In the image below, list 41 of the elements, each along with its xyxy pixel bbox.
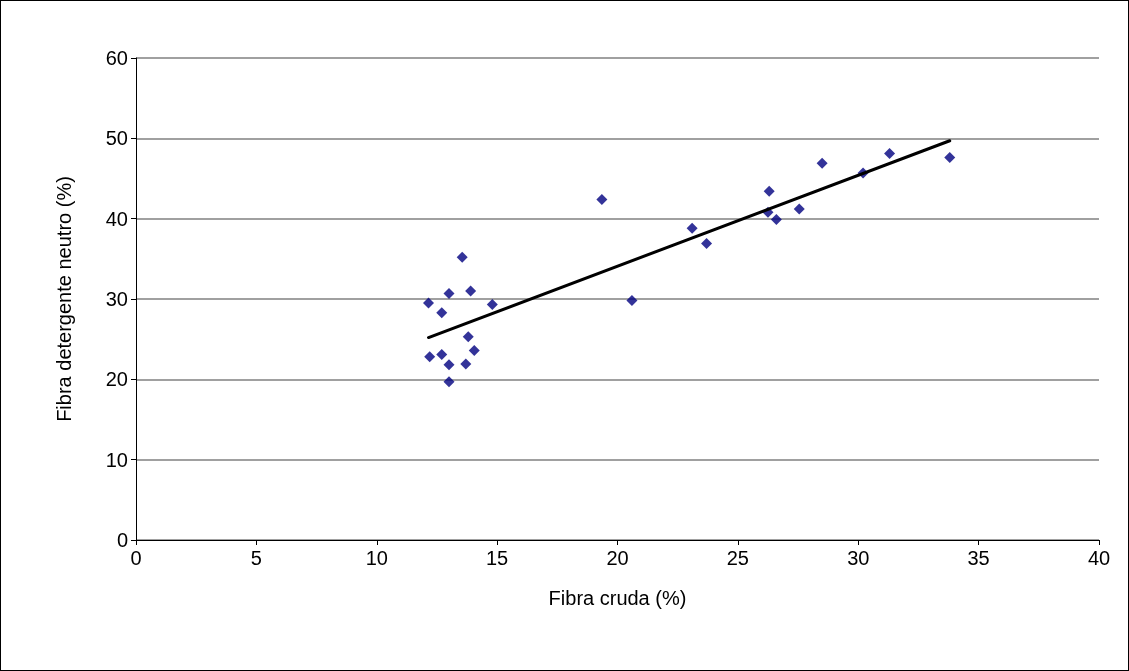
point: [596, 193, 608, 205]
point: [436, 307, 448, 319]
y-tick-label: 10: [105, 448, 128, 471]
y-tick-label: 60: [105, 47, 128, 69]
point: [884, 148, 896, 160]
point: [436, 348, 448, 360]
point: [423, 297, 435, 309]
y-axis-title: Fibra detergente neutro (%): [53, 176, 75, 422]
x-tick-label: 30: [847, 547, 870, 569]
point: [462, 331, 474, 343]
x-tick-label: 5: [250, 547, 262, 569]
point: [770, 213, 782, 225]
x-tick-label: 20: [606, 547, 629, 569]
x-tick-label: 40: [1087, 547, 1111, 569]
x-axis-title: Fibra cruda (%): [548, 587, 687, 609]
y-tick-label: 0: [116, 529, 128, 551]
point: [443, 359, 455, 371]
x-tick-label: 10: [365, 547, 388, 569]
point: [465, 285, 477, 297]
point: [763, 185, 775, 197]
y-tick-label: 30: [105, 288, 128, 310]
point: [944, 152, 956, 164]
point: [816, 157, 828, 169]
x-tick-label: 25: [726, 547, 749, 569]
point: [686, 222, 698, 234]
x-tick-label: 35: [967, 547, 990, 569]
point: [468, 344, 480, 356]
point: [424, 351, 436, 363]
point: [486, 299, 498, 311]
point: [626, 295, 638, 307]
point: [456, 251, 468, 263]
point: [443, 376, 455, 388]
y-tick-label: 20: [105, 368, 128, 391]
point: [460, 358, 472, 370]
y-tick-label: 50: [105, 127, 128, 150]
point: [443, 287, 455, 299]
x-tick-label: 0: [130, 547, 142, 569]
point: [793, 203, 805, 215]
x-tick-label: 15: [486, 547, 509, 569]
point: [701, 238, 713, 250]
y-tick-label: 40: [105, 207, 128, 230]
